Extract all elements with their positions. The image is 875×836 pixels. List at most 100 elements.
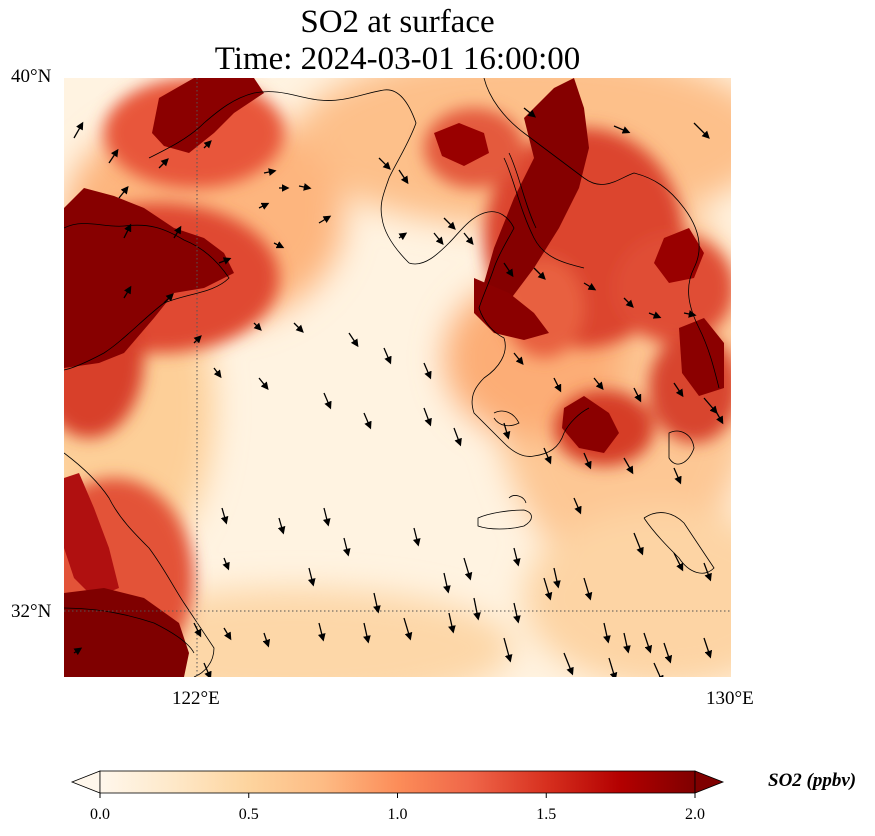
wind-arrow	[363, 412, 372, 430]
colorbar	[70, 770, 725, 798]
wind-arrow	[173, 225, 182, 239]
wind-arrow	[203, 662, 212, 677]
wind-arrow	[193, 335, 202, 344]
wind-arrow	[293, 322, 304, 333]
wind-arrow	[123, 285, 132, 299]
wind-arrow	[648, 311, 662, 319]
wind-arrow	[583, 452, 592, 470]
wind-arrow	[593, 377, 604, 391]
wind-arrow	[653, 662, 664, 677]
wind-arrow	[623, 457, 634, 475]
wind-arrow	[298, 183, 312, 191]
wind-arrow	[258, 202, 270, 210]
coastlines	[64, 78, 720, 677]
wind-arrow	[73, 647, 83, 656]
wind-arrow	[623, 632, 631, 654]
wind-arrow	[513, 352, 524, 366]
wind-arrow	[218, 257, 232, 265]
wind-arrow	[608, 657, 618, 677]
wind-arrow	[713, 407, 724, 425]
wind-arrow	[213, 367, 222, 379]
wind-arrow	[673, 382, 684, 398]
wind-arrow	[553, 377, 562, 393]
wind-arrow	[543, 577, 553, 601]
wind-arrow	[543, 447, 552, 465]
lat-tick-32n: 32°N	[11, 601, 52, 622]
map-panel	[64, 78, 731, 677]
figure-subtitle-time: Time: 2024-03-01 16:00:00	[214, 41, 581, 77]
wind-arrow	[322, 507, 331, 527]
colorbar-extend-max	[694, 770, 725, 794]
wind-arrow	[513, 602, 521, 624]
lat-tick-40n: 40°N	[11, 66, 52, 87]
wind-arrow	[433, 232, 444, 246]
wind-arrow	[262, 632, 271, 648]
wind-arrow	[523, 107, 537, 118]
wind-arrow	[633, 387, 642, 403]
wind-arrow	[563, 652, 574, 676]
colorbar-tick-label: 1.5	[536, 806, 557, 823]
wind-arrow	[277, 517, 286, 535]
figure-title: SO2 at surface	[300, 4, 495, 40]
colorbar-label: SO2 (ppbv)	[768, 770, 857, 791]
wind-arrow	[673, 552, 684, 572]
wind-arrow	[363, 622, 371, 644]
wind-arrow	[573, 497, 582, 515]
wind-arrow	[307, 567, 316, 587]
wind-arrow	[383, 347, 392, 365]
wind-arrow	[118, 185, 129, 199]
jeju-island-outline	[477, 509, 532, 530]
wind-arrow	[163, 293, 174, 304]
wind-arrow	[693, 122, 710, 139]
wind-arrow	[443, 572, 451, 594]
wind-arrow	[463, 557, 473, 581]
wind-arrow	[443, 217, 456, 230]
wind-arrow	[220, 507, 229, 525]
wind-arrow	[342, 537, 351, 557]
wind-arrow	[373, 592, 381, 614]
wind-arrow	[473, 597, 481, 621]
wind-arrow	[323, 392, 332, 410]
wind-arrow	[583, 577, 593, 601]
colorbar-tick-label: 0.5	[238, 806, 259, 823]
colorbar-tick-label: 2.0	[685, 806, 705, 823]
wind-arrow	[643, 632, 653, 654]
lon-tick-122e: 122°E	[172, 688, 220, 709]
wind-vector-layer	[73, 107, 724, 677]
gridlines	[64, 78, 731, 677]
wind-arrow	[512, 547, 521, 567]
wind-arrow	[533, 267, 546, 280]
wind-arrow	[273, 241, 285, 249]
wind-arrow	[378, 157, 391, 170]
lon-tick-130e: 130°E	[706, 688, 754, 709]
colorbar-ramp	[99, 770, 696, 794]
wind-arrow	[73, 121, 84, 139]
wind-arrow	[663, 642, 673, 664]
colorbar-extend-min	[70, 770, 101, 794]
wind-arrow	[123, 223, 132, 239]
wind-arrow	[203, 140, 212, 149]
wind-arrow	[423, 407, 432, 427]
wind-arrow	[253, 322, 262, 331]
wind-arrow	[398, 232, 408, 241]
wind-arrow	[633, 532, 644, 556]
wind-arrow	[553, 567, 561, 589]
colorbar-tick-label: 1.0	[387, 806, 408, 823]
wind-arrow	[258, 377, 269, 391]
wind-arrow	[503, 262, 514, 278]
wind-arrow	[317, 622, 326, 642]
wind-arrow	[448, 612, 456, 634]
wind-arrow	[403, 617, 413, 641]
wind-arrow	[603, 622, 611, 644]
wind-arrow	[398, 169, 409, 185]
wind-arrow	[503, 637, 513, 663]
wind-arrow	[318, 215, 332, 224]
wind-arrow	[158, 158, 169, 169]
wind-arrow	[263, 168, 277, 176]
wind-arrow	[502, 422, 511, 440]
wind-arrow	[108, 148, 119, 164]
wind-arrow	[453, 427, 462, 447]
wind-arrow	[623, 297, 634, 308]
wind-arrow	[412, 527, 421, 547]
wind-arrow	[673, 467, 682, 485]
